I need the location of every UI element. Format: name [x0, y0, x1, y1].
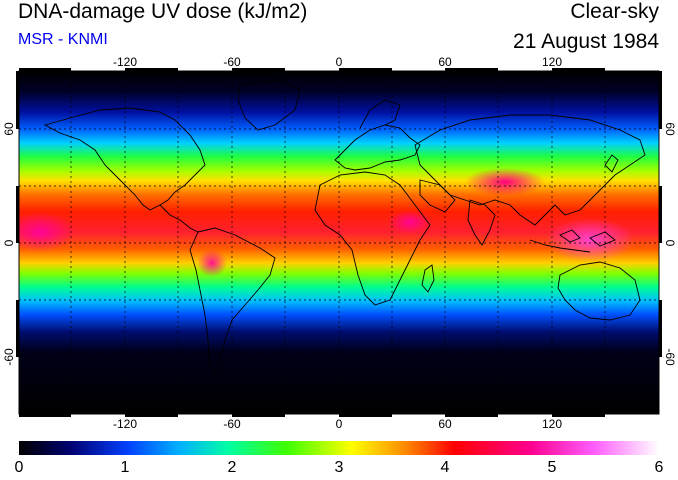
lon-tick-bottom: 60	[438, 417, 452, 431]
lon-tick-top: 0	[336, 55, 343, 69]
colorbar-label: 6	[654, 459, 664, 476]
lat-tick-left: 0	[2, 239, 16, 246]
lon-tick-bottom: -120	[113, 417, 137, 431]
colorbar-label: 4	[440, 459, 450, 476]
lon-tick-top: 60	[438, 55, 452, 69]
colorbar-label: 5	[547, 459, 557, 476]
lon-tick-bottom: 0	[336, 417, 343, 431]
colorbar	[19, 441, 659, 455]
source-label: MSR - KNMI	[18, 31, 108, 48]
lat-tick-right: 0	[663, 240, 677, 247]
lon-tick-bottom: -60	[223, 417, 241, 431]
lat-tick-right: -60	[663, 348, 677, 366]
colorbar-label: 2	[227, 459, 237, 476]
frame-ticks	[16, 68, 662, 417]
coastlines	[43, 79, 646, 377]
date-label: 21 August 1984	[513, 30, 659, 53]
colorbar-label: 0	[14, 459, 24, 476]
lat-tick-left: -60	[2, 348, 16, 366]
colorbar-label: 3	[334, 459, 344, 476]
lon-tick-top: -120	[113, 55, 137, 69]
lon-tick-top: 120	[542, 55, 562, 69]
lon-tick-top: -60	[223, 55, 241, 69]
map-title: DNA-damage UV dose (kJ/m2)	[18, 0, 308, 23]
colorbar-label: 1	[120, 459, 130, 476]
graticule	[19, 71, 659, 414]
lon-tick-bottom: 120	[542, 417, 562, 431]
sky-condition-label: Clear-sky	[570, 0, 659, 23]
lat-tick-right: 60	[663, 122, 677, 136]
lat-tick-left: 60	[2, 122, 16, 136]
